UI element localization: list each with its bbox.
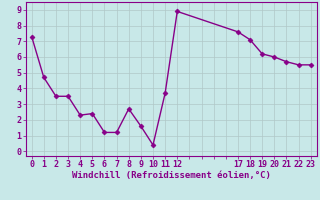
X-axis label: Windchill (Refroidissement éolien,°C): Windchill (Refroidissement éolien,°C) <box>72 171 271 180</box>
